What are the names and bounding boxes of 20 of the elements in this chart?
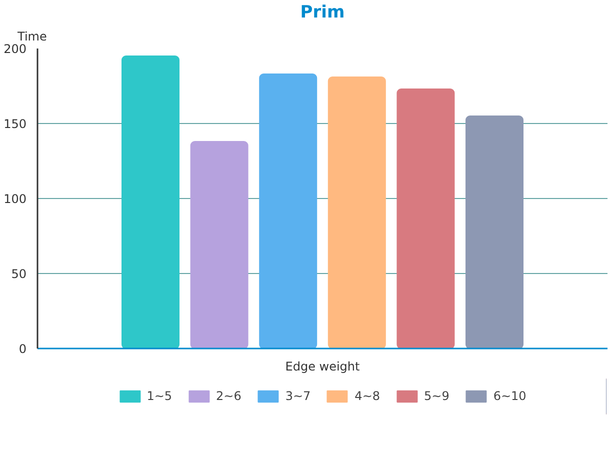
- bar: [396, 88, 455, 348]
- legend-label: 2~6: [216, 389, 242, 403]
- bar: [259, 74, 318, 348]
- bar: [190, 141, 248, 348]
- y-tick-label: 0: [18, 342, 27, 356]
- y-axis-title: Time: [16, 30, 47, 44]
- legend-label: 6~10: [493, 389, 526, 403]
- y-tick-label: 150: [4, 117, 26, 131]
- bar: [465, 116, 524, 348]
- bar: [122, 56, 180, 348]
- y-tick-label: 50: [11, 267, 27, 281]
- bar: [328, 76, 386, 348]
- y-tick-label: 200: [4, 42, 26, 56]
- legend-label: 3~7: [285, 389, 311, 403]
- y-tick-label: 100: [4, 192, 26, 206]
- legend-label: 1~5: [146, 389, 172, 403]
- x-tick-label: Edge weight: [285, 360, 360, 374]
- legend-label: 4~8: [354, 389, 380, 403]
- chart-title: Prim: [300, 2, 345, 22]
- legend-label: 5~9: [424, 389, 450, 403]
